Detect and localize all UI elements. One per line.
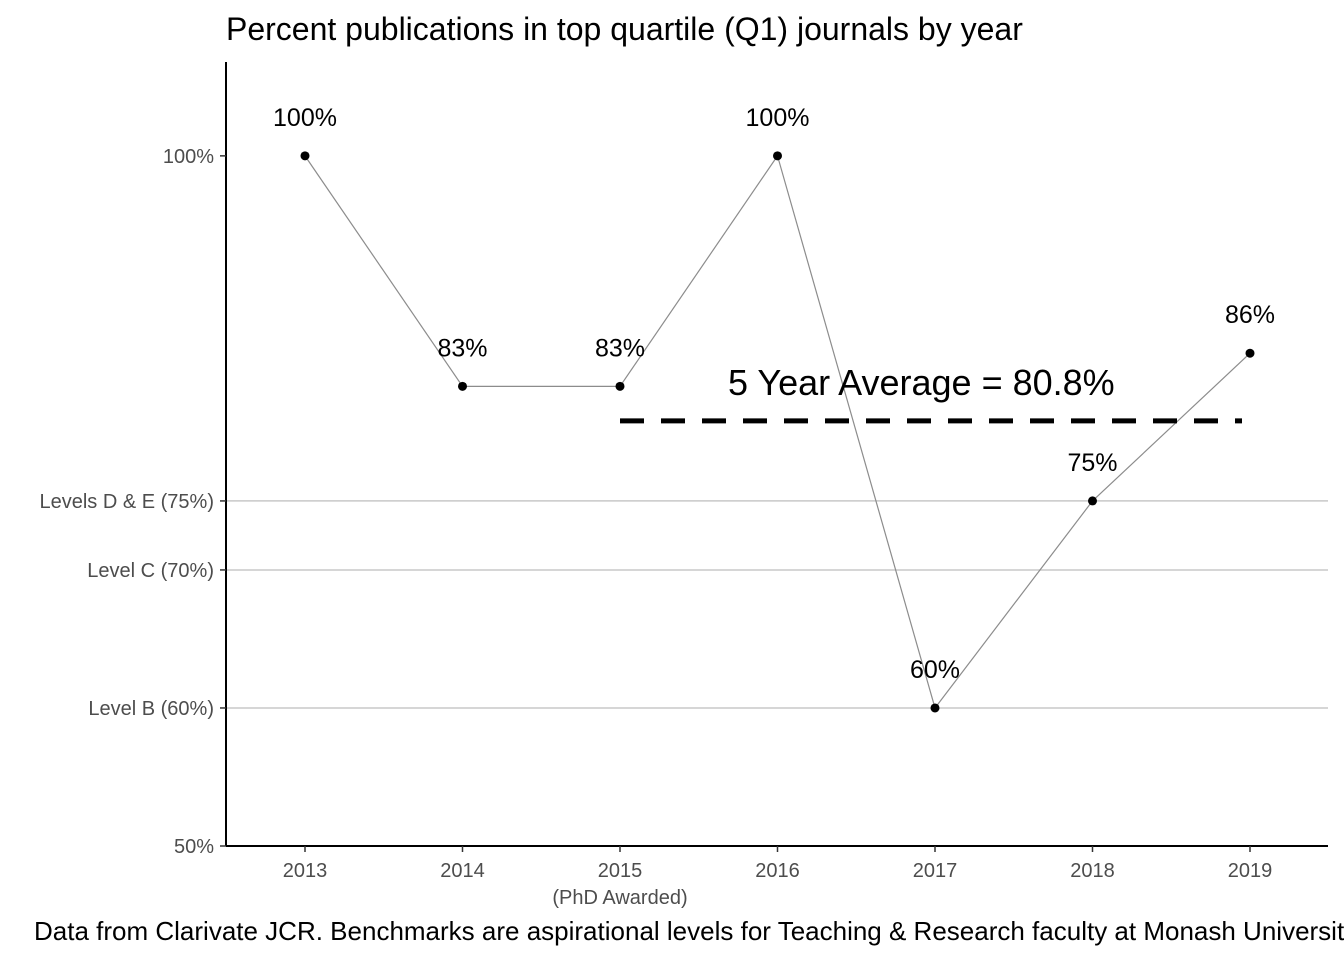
series-line	[304, 155, 1251, 709]
x-tick-sublabel: (PhD Awarded)	[552, 887, 687, 909]
average-label: 5 Year Average = 80.8%	[728, 362, 1115, 403]
data-label: 83%	[437, 334, 487, 362]
x-tick-label: 2015	[598, 860, 643, 882]
series-segment	[1092, 352, 1251, 502]
data-point	[300, 151, 310, 161]
x-tick-label: 2019	[1228, 860, 1273, 882]
data-label: 100%	[746, 104, 810, 132]
data-point	[773, 151, 782, 161]
data-point	[1245, 348, 1255, 358]
data-point	[1088, 496, 1097, 506]
x-tick-label: 2014	[440, 860, 485, 882]
series-segment	[776, 155, 936, 709]
axes	[225, 62, 1328, 847]
series-segment	[619, 155, 778, 387]
x-tick-label: 2013	[283, 860, 328, 882]
y-tick-label: 100%	[163, 146, 214, 168]
chart-caption: Data from Clarivate JCR. Benchmarks are …	[34, 916, 1344, 946]
data-label: 60%	[910, 656, 960, 684]
data-labels: 100% 83% 83% 100% 60% 75% 86%	[273, 104, 1275, 684]
series-segment	[304, 155, 463, 387]
data-label: 75%	[1067, 449, 1117, 477]
y-tick-label: Levels D & E (75%)	[39, 491, 214, 513]
data-label: 86%	[1225, 301, 1275, 329]
series-segment	[934, 500, 1093, 709]
average-group: 5 Year Average = 80.8%	[620, 362, 1242, 424]
data-points	[300, 151, 1255, 713]
x-tick-label: 2017	[913, 860, 958, 882]
data-point	[930, 703, 940, 713]
y-tick-label: Level C (70%)	[87, 560, 214, 582]
x-axis-ticks: 2013 2014 2015 (PhD Awarded) 2016 2017 2018 201…	[283, 846, 1273, 909]
data-point	[458, 381, 467, 391]
benchmark-lines	[226, 500, 1328, 709]
x-tick-label: 2018	[1070, 860, 1115, 882]
y-tick-label: 50%	[174, 836, 214, 858]
data-label: 100%	[273, 104, 337, 132]
x-tick-label: 2016	[755, 860, 800, 882]
y-tick-label: Level B (60%)	[88, 698, 214, 720]
data-point	[615, 381, 625, 391]
chart-title: Percent publications in top quartile (Q1…	[226, 11, 1023, 47]
y-axis-ticks: 50% Level B (60%) Level C (70%) Levels D & …	[39, 146, 226, 858]
data-label: 83%	[595, 334, 645, 362]
